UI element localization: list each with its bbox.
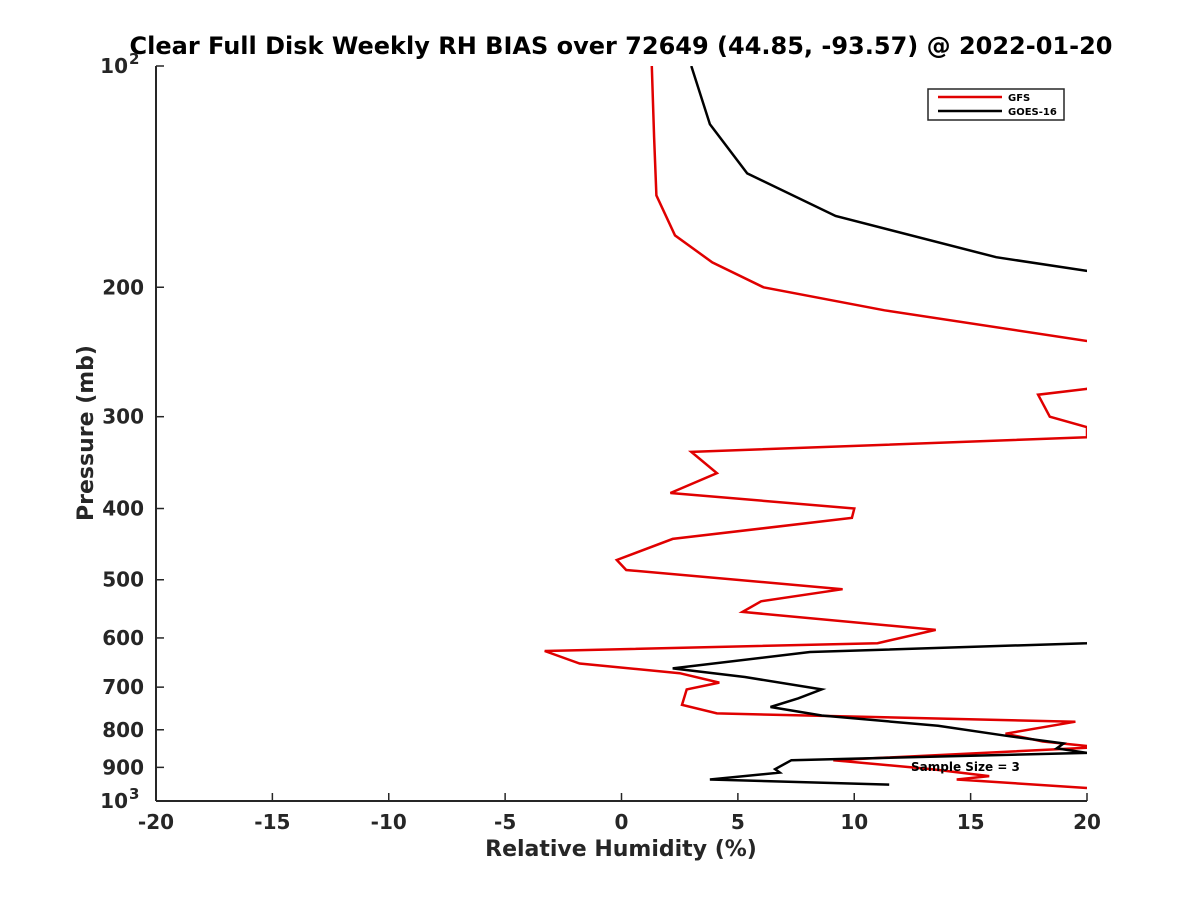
legend-label-gfs: GFS: [1008, 93, 1030, 104]
y-tick-label: 400: [102, 497, 144, 521]
y-axis-label: Pressure (mb): [74, 345, 99, 521]
y-tick-label: 700: [102, 675, 144, 699]
x-tick-label: 0: [615, 810, 629, 834]
y-tick-label: 900: [102, 755, 144, 779]
x-tick-label: 5: [731, 810, 745, 834]
chart-title: Clear Full Disk Weekly RH BIAS over 7264…: [130, 32, 1113, 60]
x-tick-label: 15: [957, 810, 985, 834]
y-tick-label: 10: [100, 789, 128, 813]
sample-size-annotation: Sample Size = 3: [911, 760, 1020, 774]
x-ticks: -20 -15 -10 -5 0 5 10 15 20: [138, 793, 1101, 834]
y-tick-label: 600: [102, 626, 144, 650]
x-tick-label: 20: [1073, 810, 1101, 834]
y-tick-label: 500: [102, 568, 144, 592]
series-line-gfs: [544, 66, 1087, 790]
series-line-goes-16: [672, 66, 1087, 786]
y-tick-label: 800: [102, 718, 144, 742]
x-tick-label: -10: [371, 810, 407, 834]
y-tick-exponent: 3: [129, 785, 139, 803]
y-tick-label: 200: [102, 275, 144, 299]
x-axis-label: Relative Humidity (%): [485, 837, 757, 862]
legend-label-goes-16: GOES-16: [1008, 107, 1057, 118]
x-tick-label: 10: [840, 810, 868, 834]
y-tick-label: 10: [100, 54, 128, 78]
x-tick-label: -20: [138, 810, 174, 834]
legend-box: [927, 88, 1065, 121]
y-tick-label: 300: [102, 405, 144, 429]
x-tick-label: -15: [254, 810, 290, 834]
legend: GFS GOES-16: [927, 88, 1065, 121]
y-tick-exponent: 2: [129, 50, 139, 68]
series-layer: [544, 66, 1087, 790]
x-tick-label: -5: [494, 810, 516, 834]
